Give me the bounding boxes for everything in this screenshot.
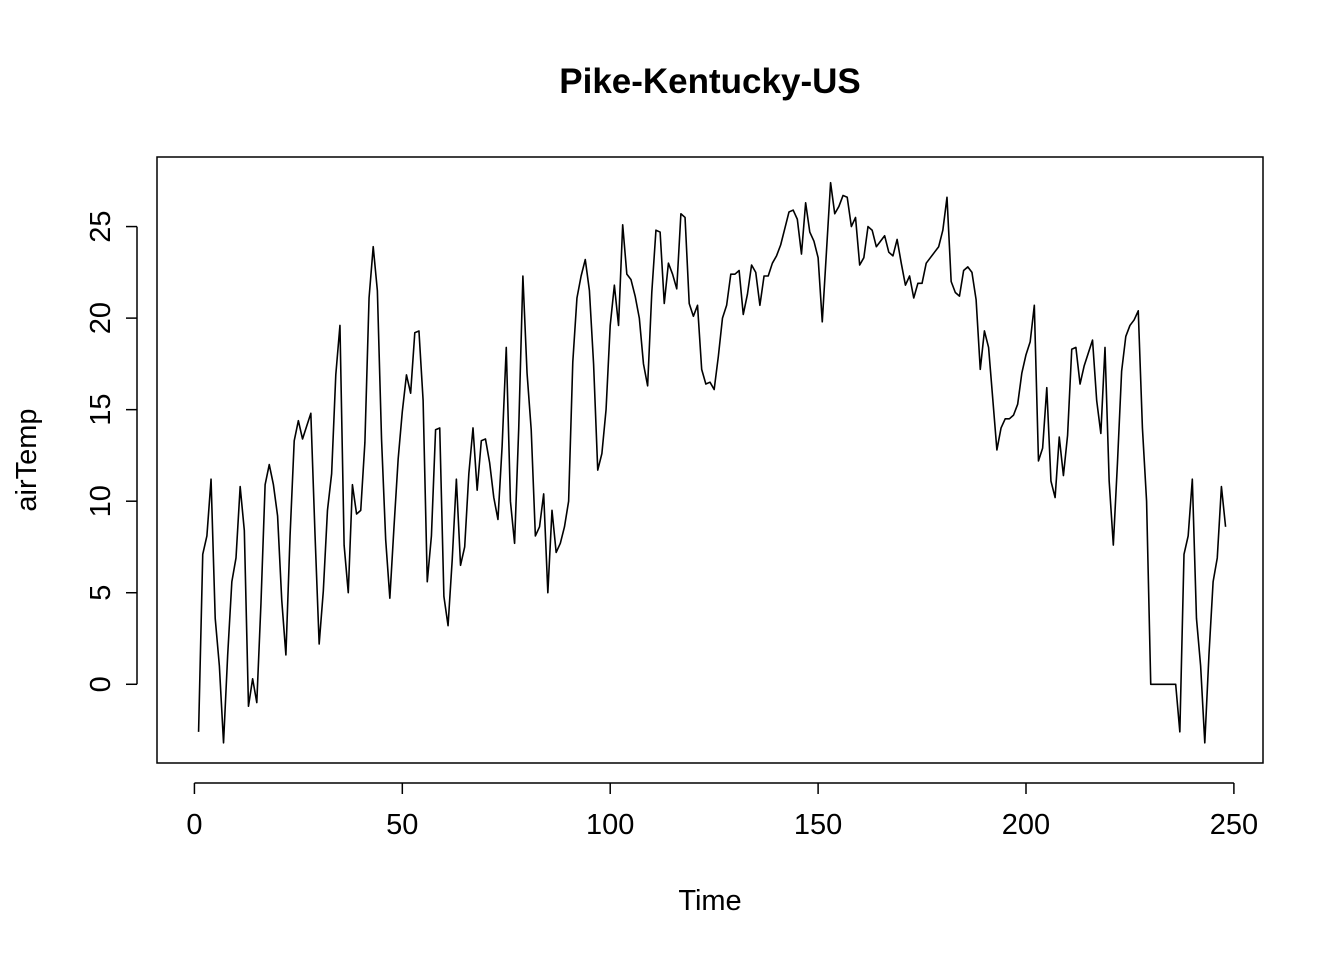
x-tick-label: 50 [386, 809, 418, 841]
y-tick-label: 10 [85, 485, 117, 517]
x-tick-label: 100 [586, 809, 634, 841]
y-tick-label: 5 [85, 585, 117, 601]
x-tick-label: 250 [1210, 809, 1258, 841]
y-tick-label: 15 [85, 394, 117, 426]
x-tick-label: 150 [794, 809, 842, 841]
y-tick-label: 0 [85, 676, 117, 692]
x-axis: 0 50 100 150 200 250 [186, 782, 1258, 841]
x-tick-label: 0 [186, 809, 202, 841]
y-axis: 0 5 10 15 20 25 [85, 210, 138, 692]
plot-frame [156, 156, 1264, 764]
y-axis-label: airTemp [11, 408, 43, 511]
chart-title: Pike-Kentucky-US [559, 62, 860, 101]
series-line [197, 181, 1227, 744]
y-tick-label: 20 [85, 302, 117, 334]
x-tick-label: 200 [1002, 809, 1050, 841]
y-tick-label: 25 [85, 210, 117, 242]
x-axis-label: Time [678, 885, 741, 917]
